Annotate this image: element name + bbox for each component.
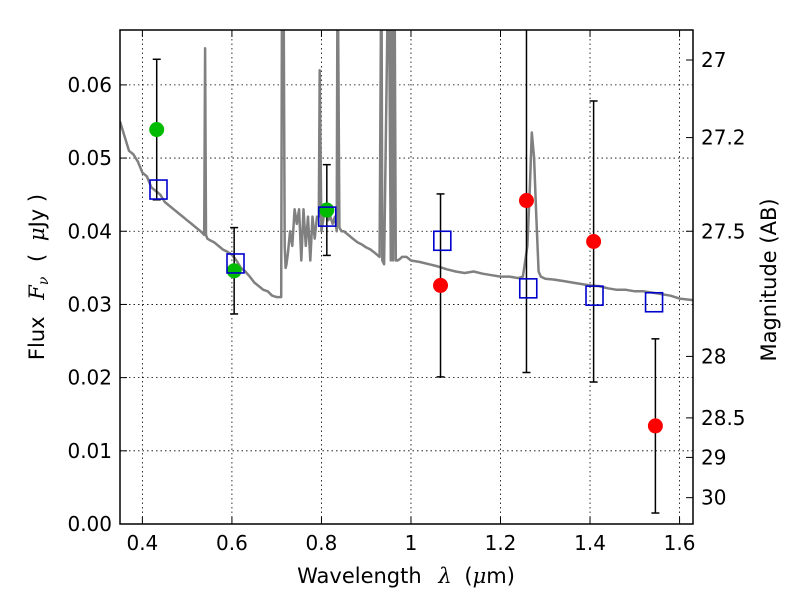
data-markers-layer xyxy=(149,122,664,434)
model-spectrum-layer xyxy=(120,30,693,302)
right-tick-label: 27 xyxy=(701,48,726,72)
model-flux-square xyxy=(644,291,664,313)
x-axis-unit-open: ( xyxy=(464,564,472,588)
model-flux-square xyxy=(585,285,604,306)
y-axis-subscript: ν xyxy=(36,276,52,285)
axis-ticks: 0.4 0.6 0.8 1 1.2 1.4 1.6 0.00 0.01 0.02 0.03 0.04 0… xyxy=(67,30,746,555)
y-axis-symbol: F xyxy=(25,284,49,301)
y-tick-label: 0.00 xyxy=(67,512,112,536)
grid-lines xyxy=(120,30,693,525)
x-tick-label: 1 xyxy=(405,531,418,555)
y-axis-unit-open: ( xyxy=(25,254,49,262)
photometry-point xyxy=(518,193,534,209)
x-tick-label: 0.4 xyxy=(126,531,158,555)
photometry-point xyxy=(319,202,335,218)
x-axis-symbol: λ xyxy=(437,564,451,588)
photometry-point xyxy=(149,122,165,138)
x-axis-unit-rest: m) xyxy=(486,564,515,588)
right-tick-label: 27.2 xyxy=(701,126,746,150)
photometry-point xyxy=(433,277,449,293)
right-tick-label: 27.5 xyxy=(701,219,746,243)
y-axis-unit-rest: Jy ) xyxy=(25,194,49,230)
x-tick-label: 1.2 xyxy=(485,531,517,555)
y-tick-label: 0.05 xyxy=(67,146,112,170)
photometry-point xyxy=(226,263,242,279)
photometry-point xyxy=(586,234,602,250)
y-tick-label: 0.02 xyxy=(67,366,112,390)
x-axis-unit-mu: μ xyxy=(473,564,487,588)
y-tick-label: 0.01 xyxy=(67,439,112,463)
model-flux-square xyxy=(149,179,168,200)
right-tick-label: 28.5 xyxy=(701,406,746,430)
model-flux-square xyxy=(226,253,245,274)
x-axis-label: Wavelength xyxy=(297,564,422,588)
model-flux-square xyxy=(317,206,337,227)
y-axis-unit-mu: μ xyxy=(25,227,49,241)
y-tick-label: 0.06 xyxy=(67,73,112,97)
photometry-point xyxy=(647,418,663,434)
model-spectrum-line xyxy=(120,30,693,302)
x-axis-title: Wavelength λ (μm) xyxy=(297,564,515,588)
y-tick-label: 0.03 xyxy=(67,292,112,316)
x-tick-label: 1.4 xyxy=(574,531,606,555)
y-tick-label: 0.04 xyxy=(67,219,112,243)
y-axis-label: Flux xyxy=(25,316,49,360)
right-tick-label: 29 xyxy=(701,445,726,469)
plot-frame xyxy=(119,29,694,525)
model-flux-square xyxy=(433,230,452,252)
model-flux-square xyxy=(518,278,538,299)
x-tick-label: 0.6 xyxy=(216,531,248,555)
right-tick-label: 28 xyxy=(701,344,726,368)
x-tick-label: 0.8 xyxy=(306,531,338,555)
right-tick-label: 30 xyxy=(701,486,726,510)
x-tick-label: 1.6 xyxy=(664,531,696,555)
right-axis-title: Magnitude (AB) xyxy=(757,198,781,361)
y-axis-title: Flux Fν ( μJy ) xyxy=(25,194,53,360)
